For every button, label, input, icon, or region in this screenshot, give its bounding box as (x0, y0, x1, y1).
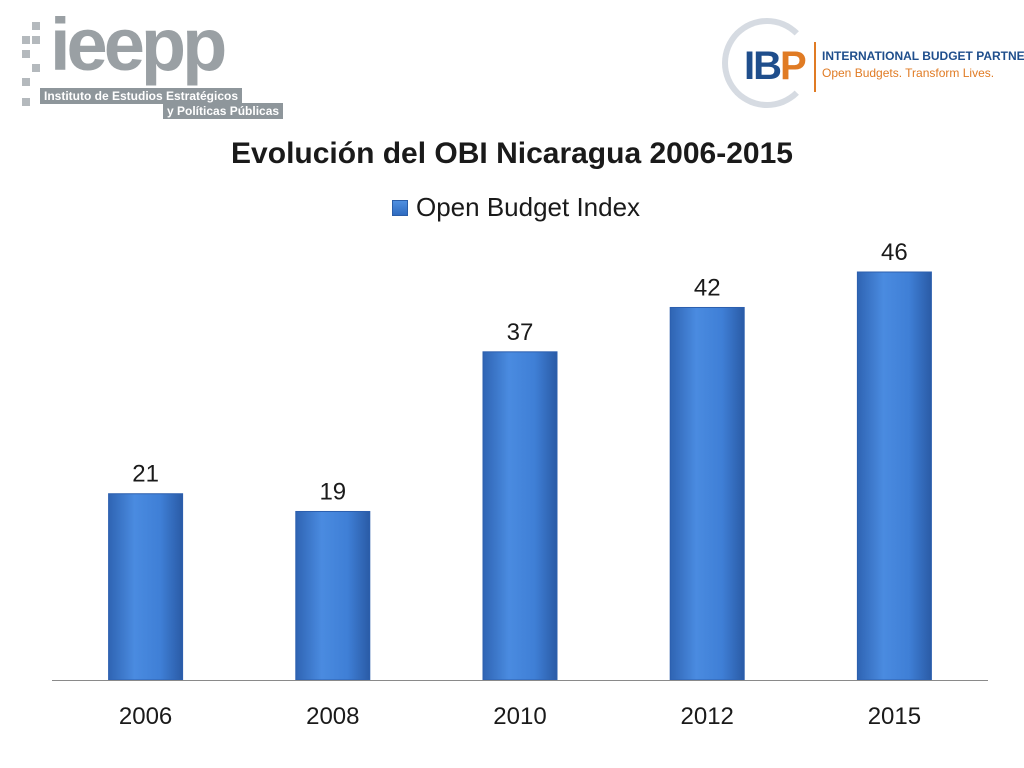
data-label-2008: 19 (319, 478, 346, 505)
bar-2010 (482, 351, 558, 681)
bar-2015 (856, 271, 932, 681)
legend-swatch (392, 199, 408, 216)
data-label-2012: 42 (694, 274, 721, 301)
value-labels-group: 21 19 37 42 46 (132, 239, 908, 505)
data-label-2010: 37 (507, 319, 534, 346)
ibp-logo-arc (722, 18, 812, 108)
ibp-logo-mark-p: P (780, 44, 807, 88)
bar-2006 (108, 493, 184, 681)
bars-group (108, 271, 932, 681)
ibp-logo-divider (814, 42, 816, 92)
x-tick-label-2006: 2006 (119, 703, 172, 730)
x-tick-label-2012: 2012 (681, 703, 734, 730)
ibp-logo-mark-ib: IB (744, 44, 782, 88)
x-tick-label-2015: 2015 (868, 703, 921, 730)
ieepp-wordmark: ieepp (50, 3, 227, 86)
data-label-2015: 46 (881, 239, 908, 266)
bar-2008 (295, 510, 371, 681)
ieepp-subtitle-line1: Instituto de Estudios Estratégicos (40, 88, 243, 104)
ieepp-logo: ieepp Instituto de Estudios Estratégicos… (18, 8, 284, 120)
x-tick-label-2008: 2008 (306, 703, 359, 730)
ieepp-subtitle-line2: y Políticas Públicas (163, 103, 284, 119)
tick-labels-group: 2006 2008 2010 2012 2015 (119, 703, 921, 730)
ibp-logo-name: INTERNATIONAL BUDGET PARTNERSHIP (822, 49, 1024, 63)
chart-legend: Open Budget Index (392, 192, 640, 223)
bar-2012 (669, 306, 745, 681)
ibp-logo-tagline: Open Budgets. Transform Lives. (822, 66, 995, 80)
legend-label: Open Budget Index (416, 192, 641, 222)
ibp-logo: IBP INTERNATIONAL BUDGET PARTNERSHIP Ope… (722, 18, 1024, 116)
data-label-2006: 21 (132, 461, 159, 488)
x-tick-label-2010: 2010 (493, 703, 546, 730)
chart-title: Evolución del OBI Nicaragua 2006-2015 (231, 137, 793, 170)
ibp-logo-mark: IBP (744, 44, 807, 89)
